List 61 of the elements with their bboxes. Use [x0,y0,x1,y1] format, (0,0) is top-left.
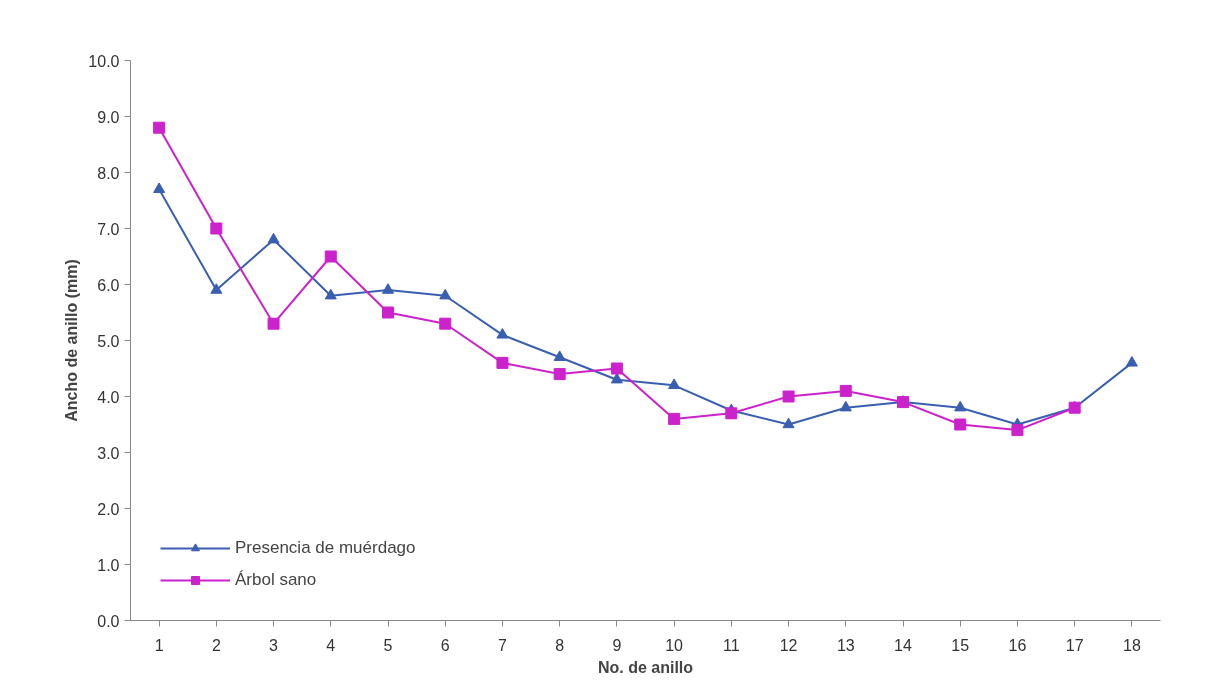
point [725,407,738,420]
x-tick-label: 10 [665,636,684,654]
point [782,417,795,429]
point [324,288,337,300]
point [1011,424,1024,437]
x-tick-label: 1 [154,636,164,654]
y-tick-label: 10.0 [88,52,120,70]
point [382,306,394,319]
x-tick-label: 5 [383,636,393,654]
legend-label: Presencia de muérdago [235,538,416,558]
point [610,362,623,375]
x-tick-label: 17 [1065,636,1084,654]
y-tick-label: 2.0 [97,500,120,518]
point [839,400,852,412]
y-tick-label: 8.0 [97,164,120,182]
point [382,283,394,294]
point [839,384,852,397]
x-tick-label: 12 [779,636,798,654]
y-axis-title: Ancho de anillo (mm) [63,259,81,422]
x-tick-label: 16 [1008,636,1027,654]
y-tick-label: 4.0 [97,388,120,406]
point [267,232,280,244]
point [668,378,681,389]
point [267,317,280,330]
x-tick-label: 8 [555,636,565,654]
x-tick-label: 6 [440,636,450,654]
point [439,288,452,300]
x-tick-label: 14 [894,636,912,654]
y-tick-label: 7.0 [97,220,120,238]
point [496,328,509,339]
y-tick-label: 1.0 [97,556,120,574]
point [496,356,509,369]
point [153,182,166,193]
x-tick-label: 4 [326,636,336,654]
point [954,400,967,412]
x-tick-label: 9 [612,636,622,654]
x-tick-label: 18 [1122,636,1141,654]
x-axis-title: No. de anillo [597,658,694,676]
point [782,390,795,403]
x-tick-label: 7 [498,636,507,654]
x-tick-label: 11 [723,636,740,654]
point [153,121,166,134]
point [324,250,337,263]
y-tick-label: 3.0 [97,444,120,462]
point [954,418,967,431]
point [210,222,223,235]
x-tick-label: 13 [836,636,855,654]
y-tick-label: 0.0 [97,612,120,630]
point [439,317,452,330]
x-tick-label: 2 [211,636,221,654]
y-tick-label: 9.0 [97,108,120,126]
point [1125,356,1138,367]
point [553,368,566,381]
point [210,283,223,294]
x-tick-label: 3 [269,636,279,654]
legend-label: Árbol sano [235,570,317,590]
y-tick-label: 6.0 [97,276,120,294]
point [668,412,681,425]
y-tick-label: 5.0 [97,332,120,350]
x-tick-label: 15 [951,636,970,654]
point [553,350,566,361]
